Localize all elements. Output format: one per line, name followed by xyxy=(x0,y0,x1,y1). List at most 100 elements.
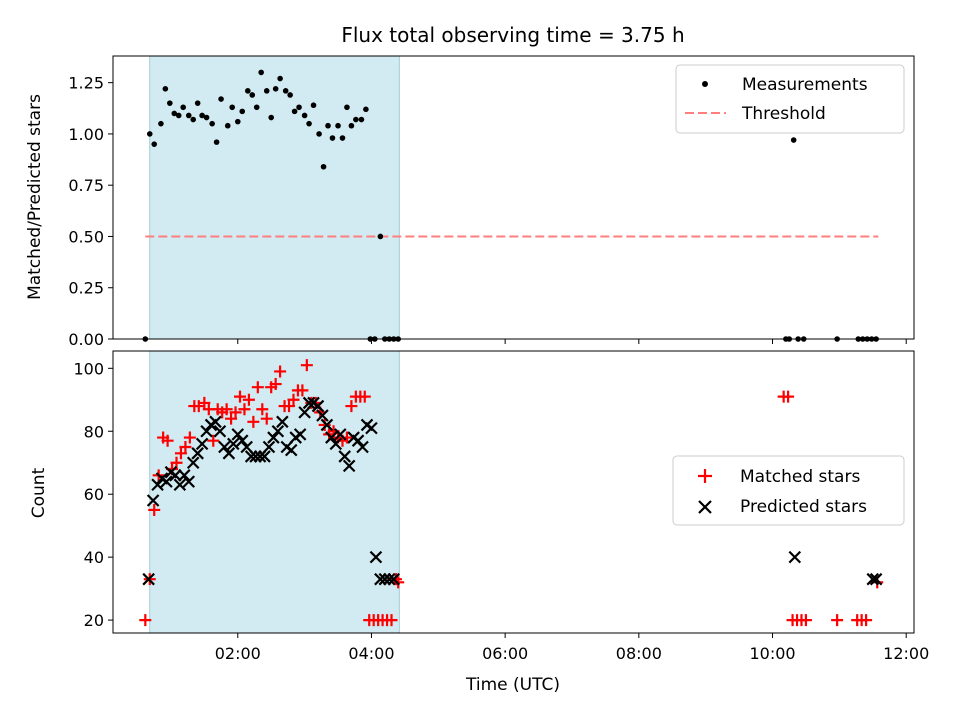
predicted-star-point xyxy=(320,418,334,432)
predicted-star-point xyxy=(387,572,401,586)
measurement-point xyxy=(175,112,182,119)
measurement-point xyxy=(213,139,220,145)
matched-star-point xyxy=(799,614,812,627)
measurement-point xyxy=(199,112,205,119)
predicted-star-point xyxy=(178,469,191,482)
y-tick-label: 100 xyxy=(73,359,104,378)
matched-star-point xyxy=(283,400,296,413)
predicted-star-point xyxy=(240,440,253,454)
predicted-star-point xyxy=(249,450,262,463)
matched-star-point xyxy=(234,390,247,403)
x-tick-label: 10:00 xyxy=(749,644,795,663)
measurement-point xyxy=(282,88,289,94)
legend-matched-marker xyxy=(698,469,712,483)
predicted-star-point xyxy=(231,428,245,441)
measurement-point xyxy=(335,122,341,129)
chart-title: Flux total observing time = 3.75 h xyxy=(341,23,684,47)
matched-star-point xyxy=(198,396,211,409)
predicted-star-point xyxy=(378,572,392,586)
matched-star-point xyxy=(247,415,260,428)
predicted-star-point xyxy=(191,447,204,460)
matched-star-point xyxy=(287,393,300,406)
measurement-point xyxy=(185,112,192,119)
measurement-point xyxy=(224,122,231,129)
predicted-star-point xyxy=(244,450,258,463)
measurement-point xyxy=(258,69,264,76)
y-tick-label: 20 xyxy=(84,611,104,630)
measurement-point xyxy=(244,88,251,94)
matched-star-point xyxy=(179,440,192,453)
flux-legend: Measurements Threshold xyxy=(675,64,905,134)
matched-star-point xyxy=(831,614,844,627)
predicted-star-point xyxy=(356,440,369,454)
measurement-point xyxy=(194,100,201,106)
flux-shaded-span xyxy=(149,55,400,340)
count-x-ticks: 02:00 04:00 06:00 08:00 10:00 12:00 xyxy=(215,633,929,663)
predicted-star-point xyxy=(271,424,285,438)
predicted-star-point xyxy=(151,478,164,492)
measurement-point xyxy=(348,122,355,129)
y-tick-label: 1.00 xyxy=(68,125,104,144)
predicted-star-point xyxy=(258,450,271,463)
matched-star-point xyxy=(274,365,287,378)
matched-star-point xyxy=(300,359,313,372)
predicted-star-point xyxy=(365,421,378,435)
measurement-point xyxy=(310,102,317,109)
measurement-point xyxy=(287,92,293,98)
x-tick-label: 04:00 xyxy=(348,644,394,663)
matched-star-point xyxy=(220,403,233,416)
measurement-point xyxy=(306,120,312,127)
measurement-point xyxy=(277,75,283,82)
matched-star-point xyxy=(782,390,795,403)
predicted-star-point xyxy=(222,447,236,460)
predicted-star-point xyxy=(195,437,209,451)
measurement-point xyxy=(218,96,224,102)
flux-legend-box xyxy=(675,64,905,134)
measurement-point xyxy=(316,131,322,137)
predicted-star-point xyxy=(182,475,196,488)
measurement-point xyxy=(180,104,186,111)
count-axes-frame xyxy=(112,350,915,634)
flux-y-axis-label: Matched/Predicted stars xyxy=(25,94,45,300)
matched-star-point xyxy=(256,403,269,416)
matched-star-point xyxy=(242,393,255,406)
predicted-star-point xyxy=(333,428,347,441)
count-legend: Matched stars Predicted stars xyxy=(672,455,905,526)
measurement-point xyxy=(239,108,246,115)
matched-star-point xyxy=(345,400,358,413)
predicted-star-point xyxy=(351,434,365,447)
predicted-points xyxy=(142,396,883,586)
matched-star-point xyxy=(139,614,152,627)
matched-star-point xyxy=(174,447,187,460)
y-tick-label: 60 xyxy=(84,485,104,504)
matched-star-point xyxy=(170,456,183,469)
measurement-point xyxy=(301,112,308,119)
y-tick-label: 40 xyxy=(84,548,104,567)
measurement-point xyxy=(353,116,359,123)
y-tick-label: 80 xyxy=(84,422,104,441)
predicted-star-point xyxy=(186,456,200,470)
y-tick-label: 0.50 xyxy=(68,227,104,246)
predicted-star-point xyxy=(374,572,387,586)
predicted-star-point xyxy=(302,396,316,410)
matched-star-point xyxy=(260,412,273,425)
y-tick-label: 0.25 xyxy=(68,279,104,298)
predicted-star-point xyxy=(383,572,396,586)
predicted-star-point xyxy=(866,572,880,586)
predicted-star-point xyxy=(235,434,249,447)
matched-star-point xyxy=(161,434,174,447)
predicted-star-point xyxy=(788,550,802,564)
matched-star-point xyxy=(238,403,251,416)
predicted-star-point xyxy=(262,440,276,454)
predicted-star-point xyxy=(298,406,311,419)
predicted-star-point xyxy=(213,424,227,438)
measurement-point xyxy=(296,104,302,111)
matched-star-point xyxy=(207,434,220,447)
measurement-point xyxy=(229,104,236,111)
measurement-point xyxy=(146,131,153,137)
predicted-star-point xyxy=(316,409,329,422)
flux-y-ticks: 0.00 0.25 0.50 0.75 1.00 1.25 xyxy=(68,74,113,349)
flux-axes-frame xyxy=(112,55,915,340)
predicted-star-point xyxy=(227,437,240,451)
